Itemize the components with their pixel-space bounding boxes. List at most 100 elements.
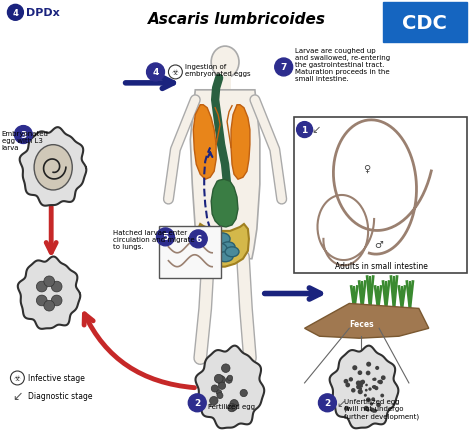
Circle shape — [360, 385, 363, 388]
Text: Fertilized egg: Fertilized egg — [208, 403, 255, 409]
Circle shape — [217, 393, 223, 399]
Circle shape — [14, 126, 32, 144]
Ellipse shape — [209, 243, 227, 255]
Text: 6: 6 — [195, 235, 201, 244]
Polygon shape — [211, 180, 238, 227]
Circle shape — [364, 406, 369, 411]
Circle shape — [228, 404, 236, 412]
Text: 2: 2 — [194, 398, 201, 408]
Ellipse shape — [211, 47, 239, 79]
Polygon shape — [231, 105, 250, 180]
Circle shape — [365, 389, 368, 391]
Circle shape — [361, 380, 365, 385]
Text: ↙: ↙ — [337, 398, 346, 408]
Circle shape — [372, 385, 375, 388]
Polygon shape — [329, 346, 398, 428]
Circle shape — [373, 409, 377, 413]
Circle shape — [352, 365, 357, 371]
Circle shape — [51, 296, 62, 306]
Circle shape — [366, 398, 371, 402]
Text: ↙: ↙ — [12, 389, 23, 402]
Ellipse shape — [214, 233, 230, 245]
Circle shape — [210, 397, 218, 405]
FancyBboxPatch shape — [219, 76, 231, 91]
Circle shape — [373, 378, 376, 381]
Circle shape — [359, 388, 362, 390]
Text: Infective stage: Infective stage — [28, 374, 85, 383]
Circle shape — [351, 388, 356, 393]
Circle shape — [216, 390, 222, 395]
Circle shape — [221, 364, 230, 372]
Polygon shape — [193, 105, 216, 180]
Circle shape — [344, 406, 349, 411]
Circle shape — [240, 389, 247, 397]
Circle shape — [375, 366, 379, 370]
Polygon shape — [305, 304, 429, 339]
Text: ↙: ↙ — [208, 398, 217, 408]
Circle shape — [230, 400, 238, 408]
Ellipse shape — [217, 252, 233, 262]
Circle shape — [189, 230, 207, 248]
Circle shape — [378, 380, 383, 385]
Circle shape — [319, 394, 337, 412]
Text: Feces: Feces — [349, 319, 374, 328]
Text: 4: 4 — [152, 68, 159, 77]
Circle shape — [375, 386, 378, 390]
Circle shape — [217, 376, 225, 385]
Circle shape — [168, 66, 182, 80]
Polygon shape — [190, 91, 260, 259]
Circle shape — [372, 410, 375, 413]
Circle shape — [297, 122, 312, 138]
Text: ♀: ♀ — [364, 163, 371, 173]
Circle shape — [374, 386, 378, 390]
Circle shape — [51, 282, 62, 292]
FancyBboxPatch shape — [293, 117, 466, 273]
Circle shape — [188, 394, 206, 412]
Circle shape — [370, 408, 374, 412]
Circle shape — [156, 228, 174, 246]
Circle shape — [356, 385, 361, 389]
Circle shape — [358, 381, 364, 386]
Text: Ingestion of
embryonated eggs: Ingestion of embryonated eggs — [185, 64, 251, 77]
Text: Ascaris lumbricoides: Ascaris lumbricoides — [148, 12, 326, 27]
Circle shape — [44, 276, 55, 287]
Circle shape — [368, 388, 372, 391]
Circle shape — [10, 371, 24, 385]
Circle shape — [349, 377, 353, 381]
Circle shape — [356, 381, 361, 386]
Circle shape — [219, 382, 226, 389]
Circle shape — [358, 389, 363, 395]
Text: DPDx: DPDx — [27, 8, 60, 18]
Circle shape — [371, 398, 375, 401]
Text: 3: 3 — [20, 131, 27, 140]
Polygon shape — [18, 257, 80, 329]
Text: 7: 7 — [281, 63, 287, 72]
Circle shape — [370, 402, 373, 406]
Circle shape — [146, 64, 164, 82]
Circle shape — [211, 385, 219, 392]
Circle shape — [372, 378, 375, 381]
Circle shape — [366, 362, 371, 367]
Polygon shape — [195, 346, 264, 428]
Circle shape — [8, 5, 23, 21]
Circle shape — [44, 301, 55, 311]
Circle shape — [228, 375, 233, 381]
Circle shape — [380, 394, 384, 398]
Circle shape — [381, 375, 386, 380]
Text: Hatched larvae enter
circulation and migrate
to lungs.: Hatched larvae enter circulation and mig… — [113, 230, 194, 250]
Circle shape — [376, 403, 381, 407]
Text: ☣: ☣ — [14, 374, 21, 383]
Text: ☣: ☣ — [172, 68, 179, 77]
Circle shape — [365, 384, 368, 386]
Circle shape — [364, 394, 367, 397]
Ellipse shape — [225, 247, 239, 257]
FancyBboxPatch shape — [383, 3, 466, 43]
Text: CDC: CDC — [402, 14, 447, 33]
Text: 1: 1 — [301, 126, 308, 135]
Text: Unfertilized egg
(will not undergo
further development): Unfertilized egg (will not undergo furth… — [344, 398, 419, 419]
Text: 4: 4 — [12, 9, 18, 18]
Circle shape — [373, 385, 376, 389]
Circle shape — [344, 379, 348, 384]
Circle shape — [346, 383, 350, 388]
Polygon shape — [196, 224, 249, 267]
